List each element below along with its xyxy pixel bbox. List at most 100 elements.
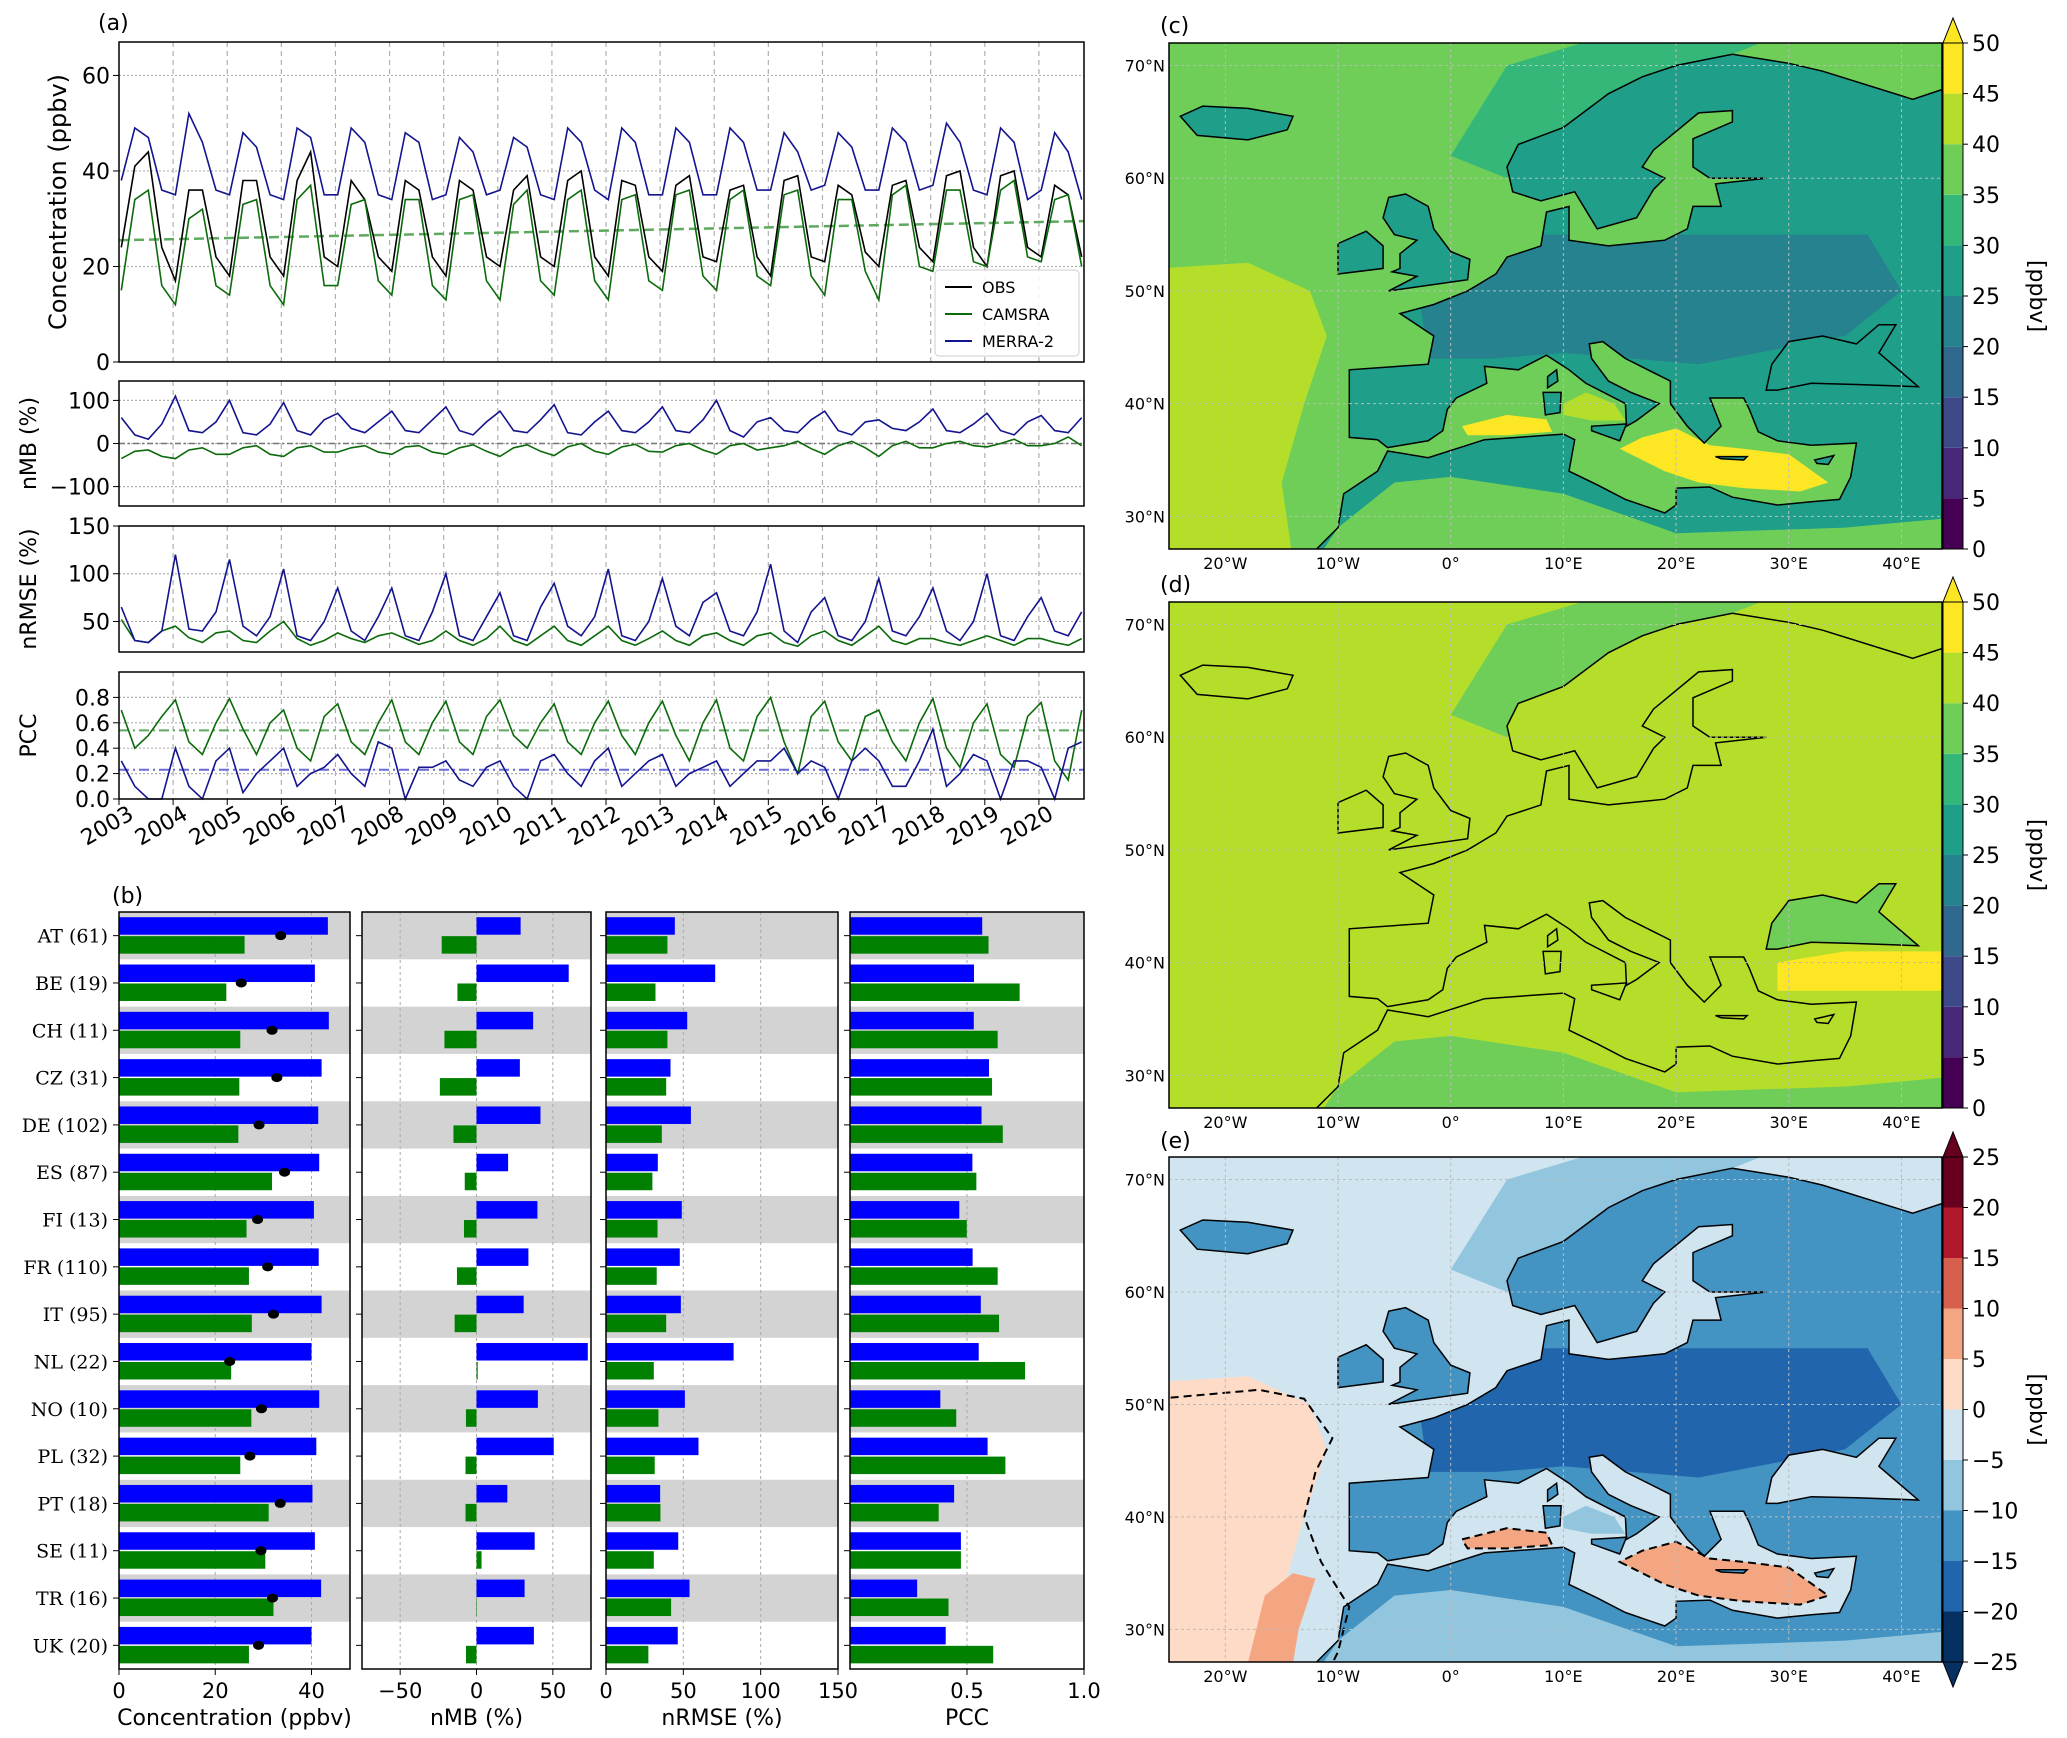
land-value-region	[1315, 1035, 1942, 1108]
panel-label-e: (e)	[1160, 1129, 1191, 1154]
category-label: UK (20)	[33, 1635, 108, 1657]
bar-camsra	[606, 936, 668, 954]
lon-tick-label: 10°E	[1544, 554, 1582, 573]
lat-tick-label: 70°N	[1125, 57, 1165, 76]
colorbar-tick-label: 10	[1972, 1298, 2000, 1323]
bar-merra-2	[606, 1484, 661, 1503]
bar-camsra	[606, 1267, 657, 1285]
lon-tick-label: 30°E	[1770, 554, 1808, 573]
colorbar: 0 5 10 15 20 25 30 35 40 45 50 [ppbv]	[1942, 575, 2049, 1122]
bar-merra-2	[850, 1059, 989, 1077]
x-axis-label: nMB (%)	[430, 1706, 523, 1731]
bar-camsra	[119, 1314, 252, 1333]
colorbar-bin	[1943, 194, 1963, 246]
axes-frame	[118, 380, 1085, 507]
colorbar-tick-label: 40	[1972, 133, 2000, 158]
panel-label-c: (c)	[1160, 14, 1189, 39]
bar-merra-2	[119, 1011, 329, 1030]
y-tick-label: 0.2	[75, 763, 110, 788]
bar-camsra	[606, 1503, 661, 1522]
bar-merra-2	[119, 1201, 314, 1219]
obs-point	[244, 1451, 256, 1461]
colorbar-bin	[1943, 1359, 1963, 1410]
y-tick-label: −100	[50, 476, 110, 501]
legend-label: CAMSRA	[982, 305, 1050, 324]
island-coastline	[1382, 1306, 1471, 1406]
bar-merra-2	[850, 1011, 974, 1030]
bar-merra-2	[476, 1579, 525, 1598]
island-coastline	[1590, 423, 1628, 442]
lat-tick-label: 30°N	[1125, 507, 1165, 526]
island-coastline	[1813, 1013, 1836, 1025]
bar-merra-2	[476, 1059, 520, 1077]
obs-point	[253, 1120, 265, 1130]
lat-tick-label: 40°N	[1125, 395, 1165, 414]
axes-frame	[118, 671, 1085, 800]
bar-camsra	[119, 1409, 252, 1427]
bar-merra-2	[606, 1532, 679, 1550]
lon-tick-label: 20°E	[1657, 1113, 1695, 1132]
island-coastline	[1382, 752, 1471, 851]
bar-camsra	[465, 1645, 477, 1664]
colorbar-tick-label: −15	[1972, 1550, 2018, 1575]
x-axis-label: nRMSE (%)	[661, 1706, 782, 1731]
island-coastline	[1590, 1536, 1628, 1555]
axes-frame	[361, 911, 592, 1670]
bar-merra-2	[850, 1390, 941, 1408]
bar-camsra	[850, 983, 1020, 1001]
bar-camsra	[119, 1551, 266, 1569]
bar-merra-2	[476, 1437, 554, 1456]
bar-camsra	[119, 983, 227, 1001]
lon-tick-label: 20°W	[1203, 1667, 1247, 1686]
panel-label-b: (b)	[112, 884, 143, 909]
lat-tick-label: 60°N	[1125, 169, 1165, 188]
bar-camsra	[850, 1456, 1006, 1475]
island-coastline	[1179, 105, 1295, 141]
bar-camsra	[850, 1598, 949, 1617]
bar-merra-2	[606, 1437, 699, 1456]
bar-camsra	[453, 1125, 477, 1143]
obs-point	[267, 1309, 279, 1319]
bar-camsra	[850, 1125, 1003, 1143]
bar-camsra	[465, 1503, 477, 1522]
sea-value-region	[1169, 262, 1327, 549]
bar-merra-2	[606, 1248, 680, 1266]
colorbar-bin	[1943, 1561, 1963, 1612]
bar-merra-2	[850, 1437, 988, 1456]
black-sea	[1765, 323, 1921, 391]
bar-camsra	[464, 1172, 477, 1191]
colorbar-tick-label: 20	[1972, 895, 2000, 920]
bar-merra-2	[850, 1201, 960, 1219]
y-axis-label: nMB (%)	[17, 397, 42, 490]
bar-merra-2	[850, 1484, 955, 1503]
timeseries-panel: −100 0 100 nMB (%)	[17, 380, 1085, 507]
bar-merra-2	[606, 1579, 690, 1598]
bar-merra-2	[119, 1295, 322, 1314]
bar-camsra	[463, 1220, 477, 1238]
bar-camsra	[465, 1409, 477, 1427]
colorbar-tick-label: 40	[1972, 692, 2000, 717]
lon-tick-label: 0°	[1442, 1113, 1460, 1132]
bar-merra-2	[119, 1248, 319, 1266]
colorbar-bin	[1943, 296, 1963, 347]
bar-camsra	[606, 983, 656, 1001]
year-tick-label: 2004	[131, 802, 192, 852]
bar-merra-2	[476, 1343, 588, 1361]
bar-camsra	[850, 936, 989, 954]
colorbar-bin	[1943, 245, 1963, 296]
island-coastline	[1542, 1504, 1562, 1530]
colorbar-bin	[1943, 346, 1963, 398]
colorbar-bin	[1943, 703, 1963, 754]
bar-merra-2	[606, 1011, 688, 1030]
island-coastline	[1813, 1567, 1836, 1579]
x-tick-label: 50	[670, 1679, 697, 1703]
bar-camsra	[457, 983, 477, 1001]
lon-tick-label: 40°E	[1882, 554, 1920, 573]
bar-camsra	[850, 1503, 939, 1522]
category-label: PT (18)	[38, 1493, 109, 1515]
lon-tick-label: 10°W	[1316, 554, 1360, 573]
colorbar-tick-label: 5	[1972, 1046, 1986, 1071]
bar-merra-2	[850, 964, 975, 983]
bar-merra-2	[119, 1484, 313, 1503]
colorbar-tick-label: 20	[1972, 336, 2000, 361]
